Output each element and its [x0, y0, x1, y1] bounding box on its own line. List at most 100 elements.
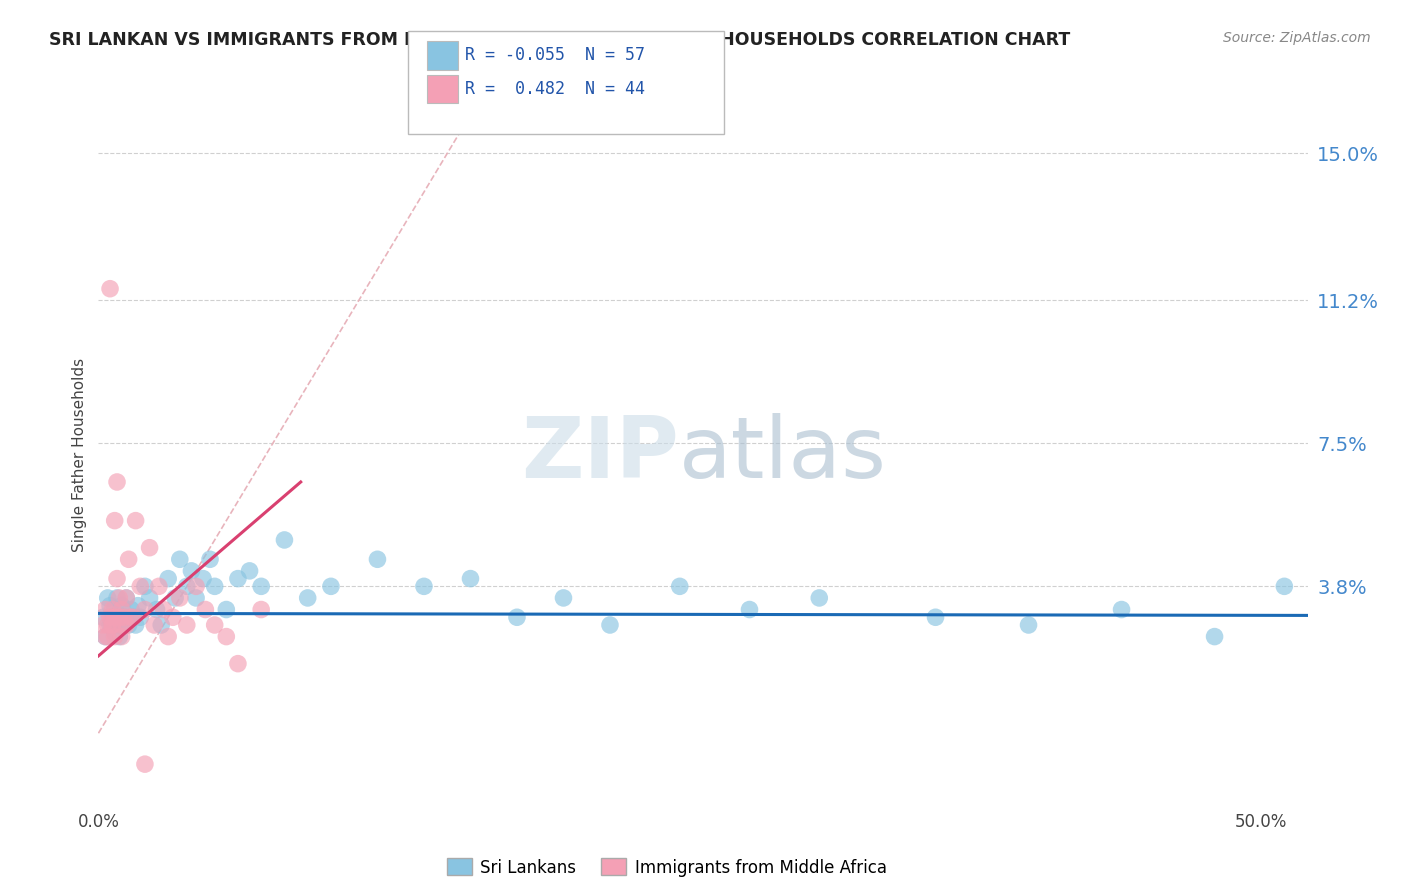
Point: [101, 618, 124, 632]
Point: [101, 618, 124, 632]
Point: [226, 572, 249, 586]
Point: [157, 572, 180, 586]
Point: [104, 630, 127, 644]
Point: [97, 618, 120, 632]
Point: [94, 630, 117, 644]
Point: [129, 579, 152, 593]
Point: [104, 514, 127, 528]
Point: [198, 552, 221, 566]
Point: [599, 618, 621, 632]
Point: [138, 541, 160, 555]
Point: [138, 591, 160, 605]
Point: [111, 599, 134, 613]
Point: [97, 591, 120, 605]
Point: [91, 618, 114, 632]
Point: [134, 602, 156, 616]
Point: [1018, 618, 1040, 632]
Point: [97, 630, 120, 644]
Point: [94, 602, 117, 616]
Point: [553, 591, 575, 605]
Text: SRI LANKAN VS IMMIGRANTS FROM MIDDLE AFRICA SINGLE FATHER HOUSEHOLDS CORRELATION: SRI LANKAN VS IMMIGRANTS FROM MIDDLE AFR…: [49, 31, 1070, 49]
Point: [808, 591, 831, 605]
Point: [120, 602, 142, 616]
Point: [226, 657, 249, 671]
Point: [111, 630, 134, 644]
Point: [250, 602, 273, 616]
Point: [115, 591, 138, 605]
Point: [124, 618, 146, 632]
Point: [98, 599, 121, 613]
Point: [506, 610, 529, 624]
Point: [148, 579, 170, 593]
Point: [98, 282, 121, 296]
Point: [157, 630, 180, 644]
Point: [184, 579, 207, 593]
Point: [176, 579, 198, 593]
Point: [134, 579, 156, 593]
Point: [118, 552, 141, 566]
Point: [122, 610, 145, 624]
Text: R =  0.482  N = 44: R = 0.482 N = 44: [465, 80, 645, 98]
Point: [250, 579, 273, 593]
Point: [127, 599, 149, 613]
Point: [134, 757, 156, 772]
Point: [169, 552, 191, 566]
Point: [111, 618, 134, 632]
Point: [143, 618, 166, 632]
Text: Source: ZipAtlas.com: Source: ZipAtlas.com: [1223, 31, 1371, 45]
Point: [319, 579, 342, 593]
Text: R = -0.055  N = 57: R = -0.055 N = 57: [465, 46, 645, 64]
Point: [165, 591, 187, 605]
Text: atlas: atlas: [679, 413, 887, 497]
Point: [215, 630, 238, 644]
Point: [98, 610, 121, 624]
Point: [184, 591, 207, 605]
Point: [101, 610, 124, 624]
Point: [122, 610, 145, 624]
Point: [239, 564, 262, 578]
Point: [91, 610, 114, 624]
Point: [115, 591, 138, 605]
Point: [215, 602, 238, 616]
Y-axis label: Single Father Households: Single Father Households: [72, 358, 87, 552]
Point: [738, 602, 761, 616]
Point: [101, 618, 124, 632]
Point: [104, 602, 127, 616]
Point: [460, 572, 482, 586]
Point: [176, 618, 198, 632]
Point: [108, 610, 131, 624]
Point: [108, 630, 131, 644]
Point: [111, 618, 134, 632]
Point: [1111, 602, 1133, 616]
Point: [191, 572, 214, 586]
Point: [1204, 630, 1226, 644]
Point: [105, 591, 128, 605]
Point: [668, 579, 690, 593]
Point: [169, 591, 191, 605]
Point: [366, 552, 388, 566]
Point: [101, 602, 124, 616]
Point: [111, 602, 134, 616]
Point: [105, 618, 128, 632]
Point: [162, 610, 184, 624]
Point: [98, 618, 121, 632]
Point: [924, 610, 946, 624]
Point: [180, 564, 202, 578]
Point: [104, 610, 127, 624]
Point: [150, 618, 173, 632]
Point: [145, 602, 167, 616]
Point: [115, 618, 138, 632]
Point: [118, 618, 141, 632]
Point: [1272, 579, 1295, 593]
Point: [204, 618, 226, 632]
Point: [297, 591, 319, 605]
Text: ZIP: ZIP: [522, 413, 679, 497]
Point: [108, 591, 131, 605]
Point: [105, 572, 128, 586]
Point: [152, 602, 174, 616]
Point: [112, 610, 135, 624]
Point: [120, 610, 142, 624]
Point: [194, 602, 217, 616]
Point: [204, 579, 226, 593]
Point: [112, 610, 135, 624]
